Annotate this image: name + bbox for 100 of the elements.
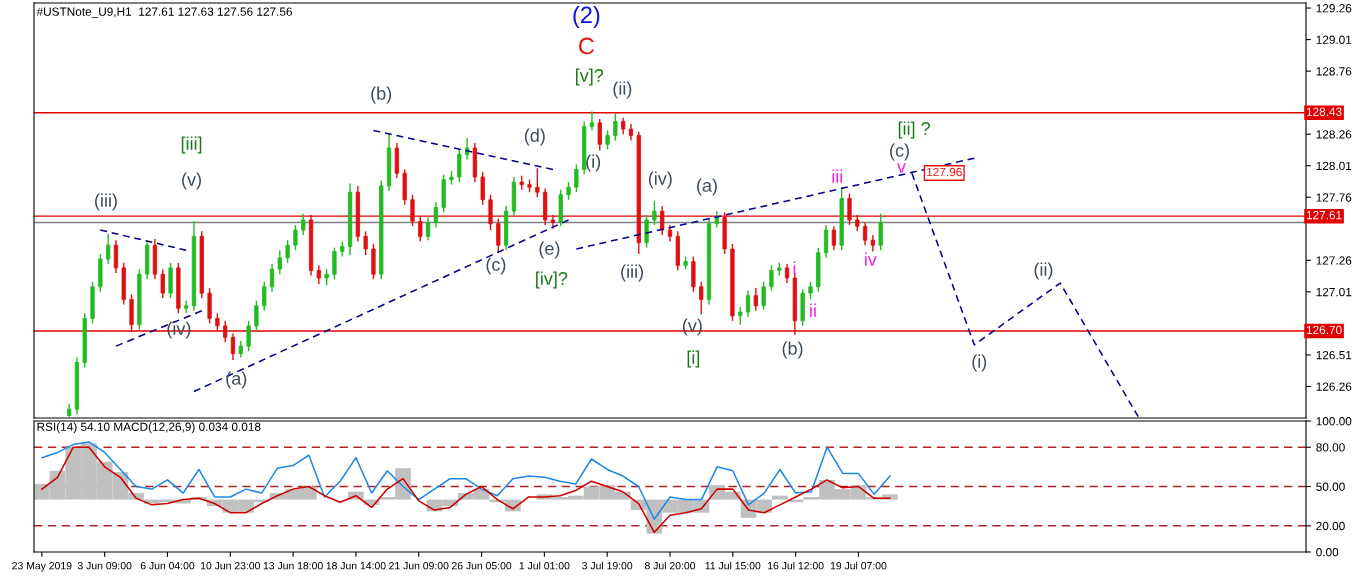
annotation: (b) xyxy=(371,86,392,104)
ref-line-label: 126.70 xyxy=(1306,325,1342,335)
candlestick xyxy=(831,225,837,251)
chart-title: #USTNote_U9,H1 127.61 127.63 127.56 127.56 xyxy=(36,7,292,19)
y-tick-label: 128.76 xyxy=(1316,67,1352,76)
ref-line-label: 128.43 xyxy=(1306,107,1342,116)
y-tick-label: 127.26 xyxy=(1316,256,1352,265)
annotation: v xyxy=(897,163,906,173)
y-tick-label: 128.26 xyxy=(1316,130,1352,139)
candlestick xyxy=(332,247,337,280)
y-tick-label: 50.00 xyxy=(1316,482,1345,491)
candlestick xyxy=(488,194,493,231)
candlestick xyxy=(699,281,704,316)
y-tick-label: 20.00 xyxy=(1316,521,1345,531)
annotation: (iii) xyxy=(95,193,117,211)
candlestick xyxy=(106,233,111,265)
y-tick-label: 100.00 xyxy=(1316,417,1352,426)
candlestick xyxy=(269,263,275,293)
candlestick xyxy=(230,332,236,361)
annotation: [iv]? xyxy=(536,271,568,289)
annotation: (iv) xyxy=(648,171,672,189)
line-series xyxy=(41,446,891,534)
annotation: (b) xyxy=(782,341,803,359)
annotation: (a) xyxy=(226,371,247,389)
x-tick-label: 3 Jun 09:00 xyxy=(77,562,132,570)
candlestick xyxy=(605,129,610,151)
line-series xyxy=(41,441,891,521)
candlestick xyxy=(660,205,665,236)
candlestick xyxy=(480,171,485,206)
candlestick xyxy=(246,320,251,352)
chart-title: RSI(14) 54.10 MACD(12,26,9) 0.034 0.018 xyxy=(37,422,261,434)
x-tick-label: 1 Jul 01:00 xyxy=(519,561,570,570)
candlestick xyxy=(277,249,282,275)
annotation: ii xyxy=(810,303,816,317)
annotation: (c) xyxy=(486,257,506,275)
annotation: iv xyxy=(865,252,877,266)
x-tick-label: 6 Jun 04:00 xyxy=(140,562,195,570)
candlestick xyxy=(753,287,758,312)
candlestick xyxy=(223,320,228,344)
annotation: (2) xyxy=(573,6,600,28)
candlestick xyxy=(254,299,259,332)
candlestick xyxy=(847,192,852,226)
candlestick xyxy=(745,289,751,318)
annotation: iii xyxy=(832,169,843,183)
candlestick xyxy=(410,194,415,227)
y-tick-label: 126.26 xyxy=(1316,382,1352,391)
candlestick xyxy=(363,230,368,256)
y-tick-label: 129.26 xyxy=(1316,4,1352,13)
candlestick xyxy=(769,264,774,292)
y-tick-label: 127.01 xyxy=(1316,287,1352,297)
candlestick xyxy=(457,148,462,183)
annotation: [v]? xyxy=(576,68,604,86)
annotation: (ii) xyxy=(1034,262,1053,280)
annotation: (c) xyxy=(890,143,909,161)
ref-line-label: 127.61 xyxy=(1306,210,1342,220)
y-tick-label: 80.00 xyxy=(1316,443,1345,452)
candlestick xyxy=(878,212,883,251)
annotation: (e) xyxy=(539,241,560,259)
x-tick-label: 13 Jun 18:00 xyxy=(263,562,323,570)
annotation: 127.96 xyxy=(927,167,962,177)
y-tick-label: 129.01 xyxy=(1316,35,1352,44)
annotation: C xyxy=(579,37,594,55)
candlestick xyxy=(285,239,290,264)
x-tick-label: 3 Jul 19:00 xyxy=(582,561,633,570)
candlestick xyxy=(316,264,321,285)
candlestick xyxy=(301,212,306,236)
y-tick-label: 128.01 xyxy=(1316,161,1352,171)
candlestick xyxy=(784,263,790,284)
y-tick-label: 126.51 xyxy=(1316,350,1352,360)
y-tick-label: 0.00 xyxy=(1316,548,1339,557)
candlestick xyxy=(262,281,267,312)
annotation: (ii) xyxy=(613,81,632,99)
annotation: [i] xyxy=(687,350,700,368)
annotation: (v) xyxy=(182,172,201,190)
candlestick xyxy=(160,268,165,299)
candlestick xyxy=(589,110,595,132)
annotation: i xyxy=(793,261,796,275)
x-tick-label: 8 Jul 20:00 xyxy=(644,561,696,570)
candlestick xyxy=(597,118,602,152)
candlestick xyxy=(433,201,439,229)
annotation: (i) xyxy=(586,154,601,172)
annotation: [iii] xyxy=(181,136,202,154)
candlestick xyxy=(644,214,649,249)
candlestick xyxy=(652,200,657,226)
annotation: (d) xyxy=(524,128,545,146)
candlestick xyxy=(418,215,423,243)
candlestick xyxy=(425,216,431,241)
x-tick-label: 11 Jul 15:00 xyxy=(705,561,761,570)
candlestick xyxy=(761,281,766,311)
x-tick-label: 26 Jun 05:00 xyxy=(451,562,512,570)
bar xyxy=(772,495,788,500)
annotation: (iii) xyxy=(621,264,643,282)
x-tick-label: 21 Jun 09:00 xyxy=(389,562,449,570)
candlestick xyxy=(113,239,119,274)
candlestick xyxy=(496,218,501,254)
x-tick-label: 10 Jun 23:00 xyxy=(200,562,261,570)
candlestick xyxy=(862,221,868,246)
candlestick xyxy=(574,163,579,193)
x-tick-label: 16 Jul 12:00 xyxy=(768,561,824,570)
candlestick xyxy=(823,224,829,259)
